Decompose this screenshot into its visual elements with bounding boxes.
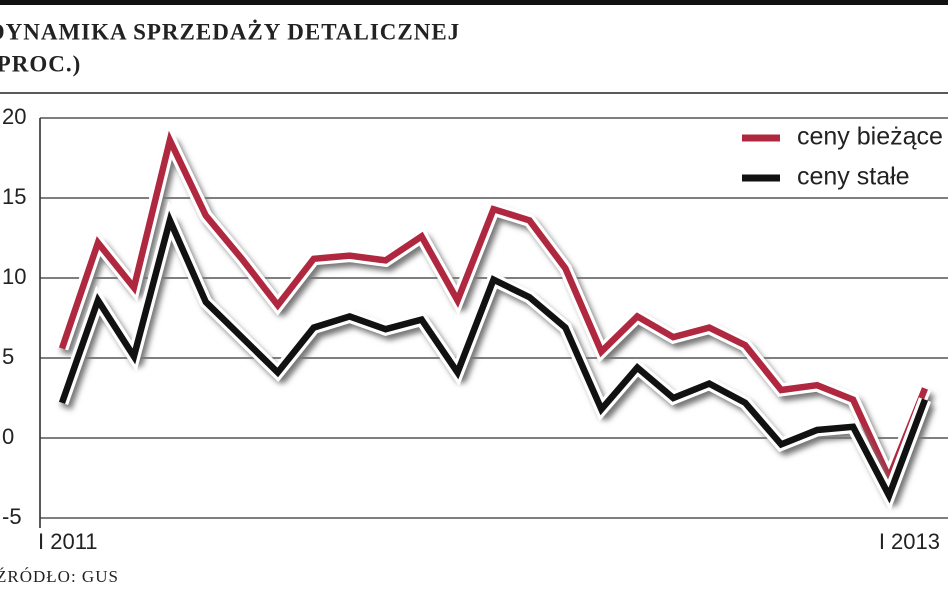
y-tick-label: -5 bbox=[2, 504, 22, 529]
x-tick-label: I 2011 bbox=[38, 529, 98, 554]
y-tick-label: 20 bbox=[2, 104, 26, 129]
y-tick-label: 5 bbox=[2, 344, 14, 369]
chart-subtitle: (PROC.) bbox=[0, 51, 81, 76]
line bbox=[58, 210, 929, 504]
y-tick-label: 0 bbox=[2, 424, 14, 449]
y-tick-label: 10 bbox=[2, 264, 26, 289]
legend-label: ceny stałe bbox=[797, 163, 910, 191]
y-tick-label: 15 bbox=[2, 184, 26, 209]
top-bar bbox=[0, 0, 948, 5]
chart-title: DYNAMIKA SPRZEDAŻY DETALICZNEJ bbox=[0, 19, 460, 44]
x-tick-label: I 2013 bbox=[879, 529, 940, 554]
source: ŹRÓDŁO: GUS bbox=[0, 567, 119, 586]
line bbox=[58, 130, 929, 487]
legend-label: ceny bieżące bbox=[797, 123, 943, 151]
